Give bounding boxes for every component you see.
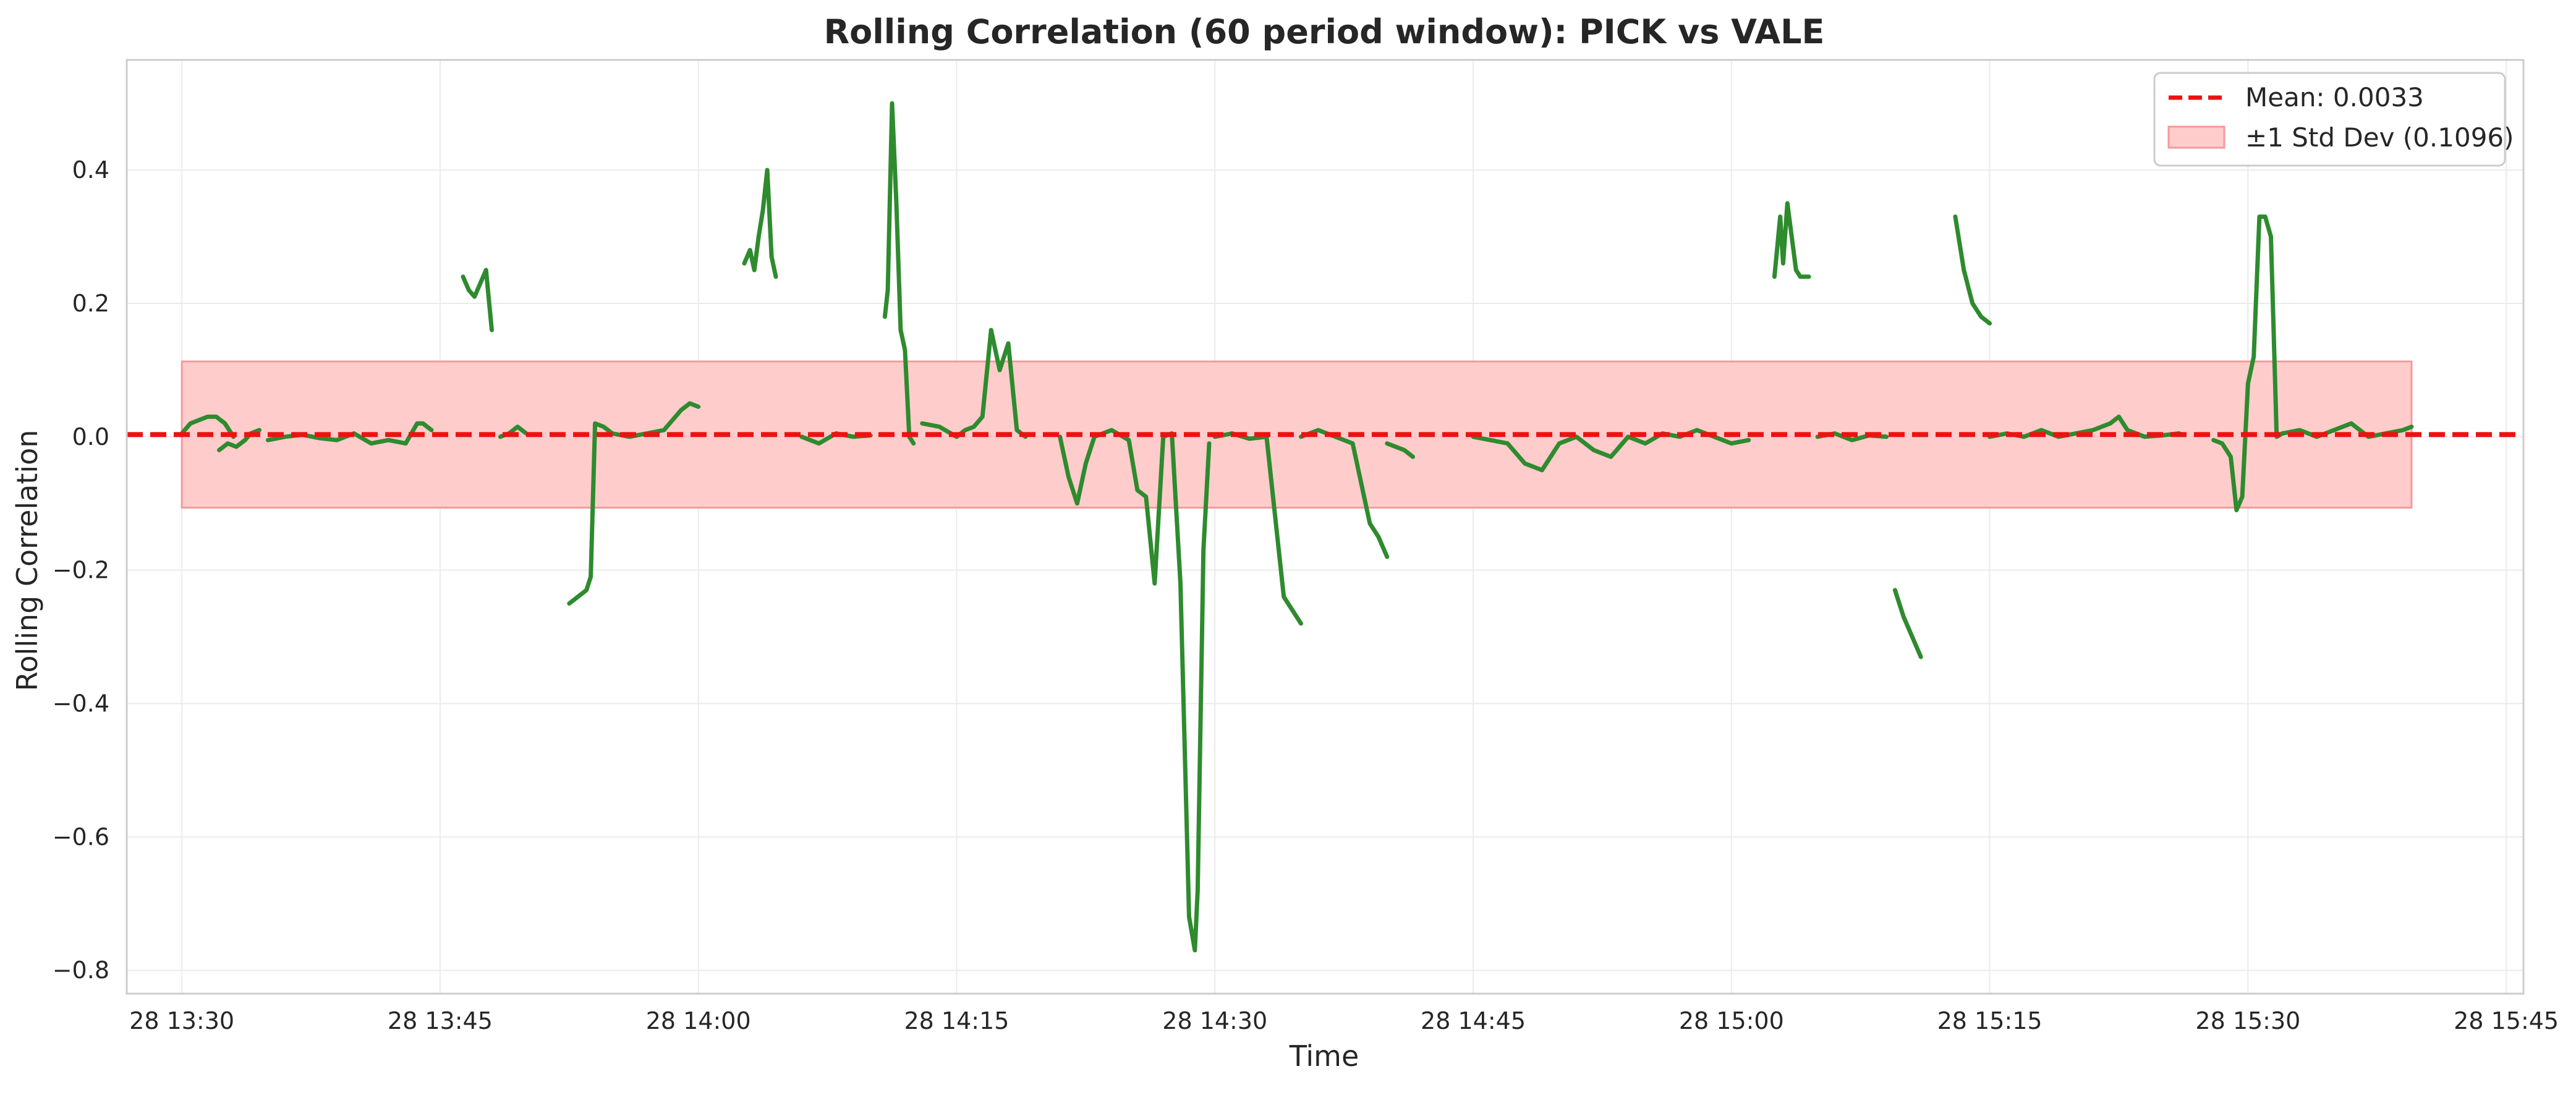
x-tick-label: 28 13:45 [388, 1007, 493, 1034]
series-line-segment [1212, 431, 1303, 626]
x-tick-label: 28 15:15 [1937, 1007, 2043, 1034]
y-axis-label: Rolling Correlation [11, 429, 44, 691]
series-line-segment [1058, 428, 1212, 953]
x-tick-label: 28 15:30 [2195, 1007, 2300, 1034]
series-line-segment [882, 101, 916, 446]
x-tick-label: 28 15:00 [1679, 1007, 1784, 1034]
x-tick-label: 28 14:00 [646, 1007, 751, 1034]
y-tick-label: −0.6 [53, 823, 109, 850]
y-tick-label: 0.2 [72, 290, 109, 317]
series-line-segment [2280, 421, 2414, 439]
series-line-segment [1987, 414, 2182, 439]
chart-title: Rolling Correlation (60 period window): … [824, 12, 1825, 51]
legend-band-label: ±1 Std Dev (0.1096) [2245, 122, 2514, 153]
x-tick-label: 28 15:45 [2454, 1007, 2559, 1034]
series-line-segment [461, 268, 494, 332]
y-tick-label: 0.4 [72, 156, 109, 184]
legend: Mean: 0.0033 ±1 Std Dev (0.1096) [2153, 72, 2514, 167]
x-tick-label: 28 14:30 [1162, 1007, 1267, 1034]
series-line-segment [1385, 441, 1415, 459]
x-tick-label: 28 14:15 [904, 1007, 1009, 1034]
y-tick-label: 0.0 [72, 423, 109, 450]
tick-label-layer: 28 13:30 28 13:45 28 14:00 28 14:15 28 14:30… [53, 156, 2559, 1034]
y-tick-label: −0.2 [53, 557, 109, 584]
legend-mean-label: Mean: 0.0033 [2245, 82, 2424, 112]
x-tick-label: 28 14:45 [1421, 1007, 1526, 1034]
y-tick-label: −0.8 [53, 957, 109, 984]
series-line-segment [742, 167, 778, 279]
series-line-segment [1772, 201, 1811, 279]
legend-band-swatch [2167, 125, 2225, 149]
series-line-segment [2211, 214, 2285, 512]
y-tick-label: −0.4 [53, 690, 109, 717]
x-tick-label: 28 13:30 [129, 1007, 234, 1034]
series-line-segment [1299, 428, 1390, 559]
series-layer [179, 101, 2414, 953]
series-line-segment [1953, 214, 1992, 326]
series-line-segment [179, 414, 236, 439]
x-axis-label: Time [1289, 1039, 1359, 1073]
series-line-segment [1892, 588, 1923, 659]
legend-box [2153, 72, 2506, 167]
plot-frame [125, 59, 2525, 995]
